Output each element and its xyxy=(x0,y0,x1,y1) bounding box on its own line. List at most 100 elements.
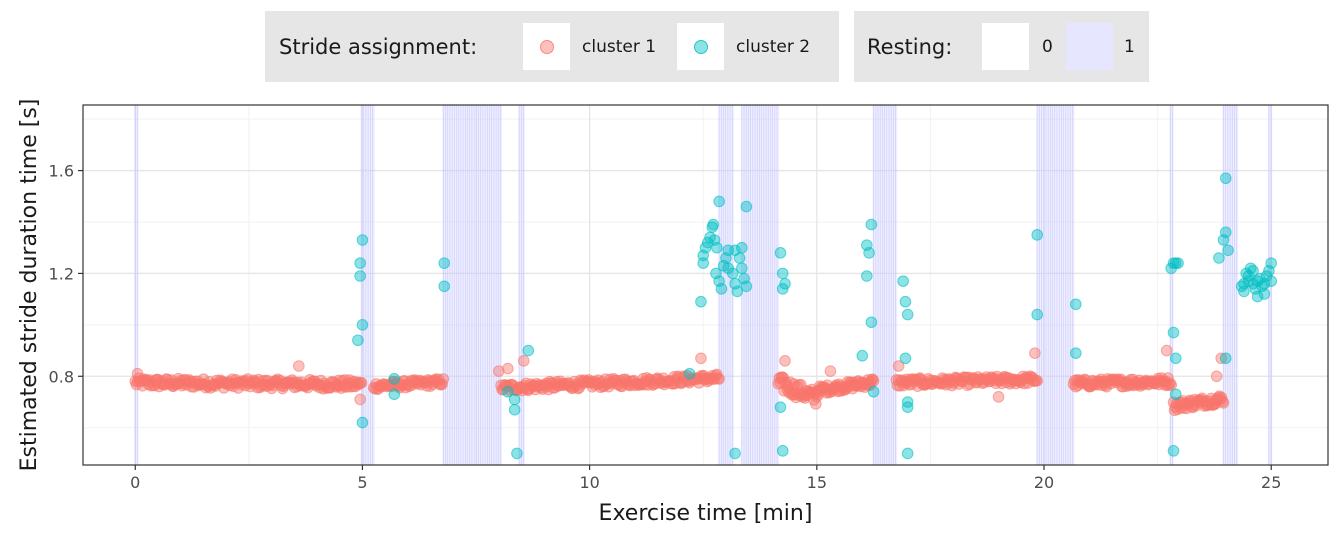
cluster2-point xyxy=(354,270,366,282)
cluster2-point xyxy=(774,401,787,413)
cluster2-point xyxy=(1213,252,1225,264)
cluster1-point xyxy=(354,393,366,406)
cluster2-point xyxy=(867,385,880,398)
cluster2-point xyxy=(736,241,748,254)
cluster2-point xyxy=(733,252,746,264)
cluster1-point xyxy=(517,355,530,367)
cluster2-point xyxy=(1219,352,1232,365)
cluster2-point xyxy=(388,373,401,385)
cluster2-point xyxy=(856,349,869,362)
cluster1-point xyxy=(1217,397,1230,409)
cluster2-point xyxy=(736,262,748,275)
panel-border xyxy=(82,104,1329,466)
cluster2-point xyxy=(1258,277,1271,290)
cluster2-point xyxy=(354,257,366,269)
legend: Stride assignment: cluster 1 cluster 2 R… xyxy=(0,11,1344,82)
cluster2-point xyxy=(356,319,369,331)
cluster1-point xyxy=(293,360,305,372)
resting-1-legend-label: 1 xyxy=(1124,37,1135,57)
cluster2-point xyxy=(1169,388,1182,401)
cluster2-point xyxy=(776,445,789,457)
cluster1-legend-key xyxy=(523,23,570,70)
cluster1-point xyxy=(867,375,880,387)
cluster1-point xyxy=(131,367,144,380)
stride-assignment-legend: Stride assignment: cluster 1 cluster 2 xyxy=(265,11,839,82)
cluster2-point xyxy=(356,234,369,246)
cluster2-point xyxy=(863,247,875,259)
resting-band xyxy=(1036,105,1075,465)
cluster1-point xyxy=(1164,377,1176,390)
cluster2-point xyxy=(1169,352,1182,365)
cluster1-point xyxy=(492,365,505,377)
cluster1-legend-label: cluster 1 xyxy=(582,37,657,57)
axes: 0 5 10 15 20 25 0.8 1.2 1.6 xyxy=(49,162,1282,492)
cluster2-points xyxy=(352,172,1278,460)
cluster2-point xyxy=(522,344,535,357)
cluster2-point xyxy=(865,218,878,231)
cluster2-point xyxy=(711,241,723,254)
cluster2-point xyxy=(1167,445,1180,457)
cluster2-point xyxy=(1251,290,1264,303)
cluster2-point xyxy=(1031,308,1043,321)
cluster2-point xyxy=(774,247,787,259)
resting-legend-title: Resting: xyxy=(867,35,953,59)
resting-bands xyxy=(134,105,1273,465)
cluster2-point xyxy=(901,308,914,321)
cluster1-point xyxy=(1160,344,1173,357)
cluster1-points xyxy=(129,344,1230,417)
cluster2-point xyxy=(1222,244,1234,257)
cluster2-point xyxy=(1247,265,1259,277)
cluster1-point xyxy=(1029,347,1041,359)
cluster2-point xyxy=(897,275,909,287)
cluster2-point xyxy=(707,218,720,231)
resting-band xyxy=(1267,105,1273,465)
cluster1-point xyxy=(1210,370,1223,383)
cluster2-point xyxy=(713,195,725,208)
cluster1-point xyxy=(713,373,725,385)
x-tick-label: 25 xyxy=(1261,473,1281,492)
cluster1-point xyxy=(779,355,791,367)
cluster2-point xyxy=(1070,298,1082,311)
cluster2-point xyxy=(729,447,741,460)
cluster2-point xyxy=(508,403,521,416)
cluster2-point xyxy=(731,285,744,298)
y-tick-label: 1.6 xyxy=(49,162,74,181)
cluster2-point xyxy=(438,257,451,269)
cluster2-point xyxy=(508,393,521,406)
stride-legend-title: Stride assignment: xyxy=(279,35,478,59)
resting-0-legend-label: 0 xyxy=(1042,37,1053,57)
cluster2-point xyxy=(861,270,873,282)
cluster1-legend-dot xyxy=(540,40,554,54)
cluster1-point xyxy=(824,365,837,377)
x-tick-label: 0 xyxy=(130,473,140,492)
resting-1-legend-key xyxy=(1066,23,1113,70)
cluster2-point xyxy=(1219,172,1232,185)
cluster2-point xyxy=(1258,288,1271,300)
cluster2-point xyxy=(356,416,369,429)
cluster2-point xyxy=(438,280,451,293)
cluster1-point xyxy=(892,360,905,372)
cluster2-point xyxy=(899,295,912,308)
cluster2-point xyxy=(776,283,789,295)
cluster2-point xyxy=(1238,277,1250,290)
cluster2-legend-dot xyxy=(694,40,708,54)
cluster2-point xyxy=(352,334,364,347)
cluster1-point xyxy=(992,391,1005,403)
cluster2-point xyxy=(388,388,401,401)
cluster2-point xyxy=(865,316,878,329)
cluster2-point xyxy=(1172,257,1184,269)
cluster2-point xyxy=(1265,257,1278,269)
y-tick-label: 0.8 xyxy=(49,367,74,386)
cluster2-point xyxy=(715,283,728,295)
cluster1-point xyxy=(437,373,450,385)
resting-0-legend-key xyxy=(982,23,1029,70)
cluster2-point xyxy=(1070,347,1082,359)
x-tick-label: 10 xyxy=(579,473,599,492)
x-tick-label: 15 xyxy=(807,473,827,492)
cluster2-point xyxy=(502,385,514,398)
cluster1-point xyxy=(1031,374,1043,387)
x-tick-label: 5 xyxy=(357,473,367,492)
cluster2-point xyxy=(695,295,707,308)
cluster1-point xyxy=(502,362,514,375)
